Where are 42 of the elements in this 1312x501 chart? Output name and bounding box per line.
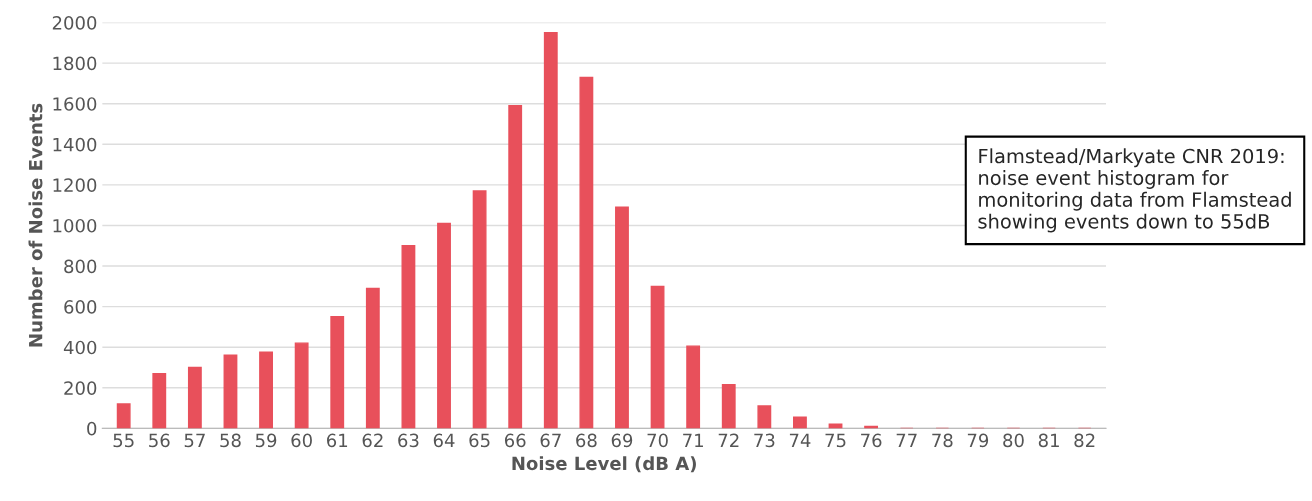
y-axis-title: Number of Noise Events xyxy=(28,103,43,347)
x-tick-label: 59 xyxy=(255,433,277,448)
x-tick-label: 64 xyxy=(433,433,455,448)
y-tick-label: 1000 xyxy=(53,218,97,233)
x-tick-label: 65 xyxy=(469,433,490,448)
x-tick-label: 58 xyxy=(220,433,241,448)
x-tick-label: 69 xyxy=(611,433,633,448)
x-tick-label: 75 xyxy=(825,433,846,448)
x-tick-label: 82 xyxy=(1074,433,1095,448)
y-tick-label: 600 xyxy=(64,300,97,314)
x-tick-label: 67 xyxy=(540,433,561,448)
x-tick-label: 72 xyxy=(718,433,739,447)
y-tick-label: 200 xyxy=(64,381,97,395)
x-tick-label: 74 xyxy=(789,433,811,447)
x-tick-label: 78 xyxy=(932,433,953,448)
x-tick-label: 61 xyxy=(327,433,348,448)
y-tick-label: 1600 xyxy=(53,97,97,111)
x-tick-label: 56 xyxy=(149,433,170,448)
x-tick-label: 77 xyxy=(896,433,917,447)
x-tick-label: 62 xyxy=(362,433,383,448)
y-tick-label: 800 xyxy=(64,259,97,274)
x-tick-label: 66 xyxy=(504,433,526,448)
y-tick-label: 0 xyxy=(87,421,97,436)
x-tick-label: 81 xyxy=(1038,433,1059,448)
annotation: Flamstead/Markyate CNR 2019: noise event histogram for monitoring data from Flamstead showing events down to 55dB xyxy=(978,148,1291,233)
x-tick-label: 57 xyxy=(184,433,205,448)
x-tick-label: 73 xyxy=(754,433,775,448)
y-tick-label: 2000 xyxy=(52,16,97,30)
y-tick-label: 1400 xyxy=(53,137,97,152)
y-tick-label: 400 xyxy=(63,340,97,355)
x-tick-label: 80 xyxy=(1003,433,1024,448)
x-tick-label: 70 xyxy=(647,433,668,448)
x-tick-label: 63 xyxy=(398,433,419,448)
x-tick-label: 71 xyxy=(683,433,703,447)
x-axis-title: Noise Level (dB A) xyxy=(512,456,696,473)
x-tick-label: 60 xyxy=(291,433,312,448)
x-tick-label: 76 xyxy=(861,433,882,448)
x-tick-label: 55 xyxy=(113,433,134,448)
x-tick-label: 68 xyxy=(576,433,597,448)
y-tick-label: 1800 xyxy=(53,56,97,71)
x-tick-label: 79 xyxy=(967,433,989,448)
y-tick-label: 1200 xyxy=(53,178,97,192)
